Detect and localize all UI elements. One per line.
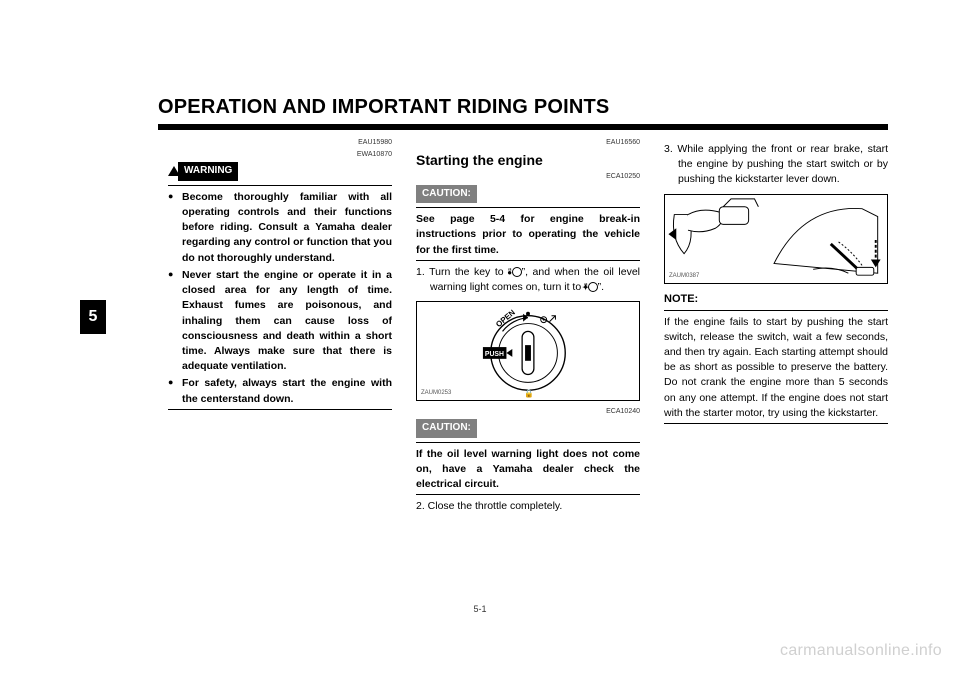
caution-label: CAUTION: <box>416 419 477 438</box>
note-label: NOTE: <box>664 293 698 305</box>
divider <box>416 207 640 208</box>
step-3: 3. While applying the front or rear brak… <box>664 142 888 188</box>
divider <box>416 494 640 495</box>
column-2: EAU16560 Starting the engine ECA10250 CA… <box>416 138 640 519</box>
bullet-item: Never start the engine or operate it in … <box>168 268 392 375</box>
warning-header: WARNING <box>168 162 392 183</box>
divider <box>664 423 888 424</box>
caution-label: CAUTION: <box>416 185 477 204</box>
warning-label: WARNING <box>178 162 238 181</box>
key-run-icon: ✦ <box>588 282 598 292</box>
key-switch-svg: OPEN PUSH ✦ 🔒 <box>417 302 639 400</box>
bullet-item: Become thoroughly familiar with all oper… <box>168 190 392 266</box>
illustration-caption: ZAUM0387 <box>669 272 699 281</box>
divider <box>416 442 640 443</box>
caution-text: If the oil level warning light does not … <box>416 447 640 493</box>
divider <box>168 409 392 410</box>
kickstarter-svg <box>665 195 887 283</box>
illustration-caption: ZAUM0253 <box>421 389 451 398</box>
step-2: 2. Close the throttle completely. <box>416 499 640 514</box>
ref-code: EWA10870 <box>168 150 392 160</box>
ref-code: EAU16560 <box>416 138 640 148</box>
subheading-starting-engine: Starting the engine <box>416 150 640 170</box>
divider <box>416 260 640 261</box>
ref-code: ECA10250 <box>416 172 640 182</box>
svg-text:✦: ✦ <box>542 318 546 324</box>
key-switch-illustration: OPEN PUSH ✦ 🔒 ZAUM0253 <box>416 301 640 401</box>
watermark: carmanualsonline.info <box>780 642 942 660</box>
divider <box>664 310 888 311</box>
section-title: OPERATION AND IMPORTANT RIDING POINTS <box>158 96 888 119</box>
page-number: 5-1 <box>0 604 960 614</box>
divider <box>168 185 392 186</box>
column-3: 3. While applying the front or rear brak… <box>664 138 888 519</box>
ref-code: EAU15980 <box>168 138 392 148</box>
rule-thick-2 <box>158 127 888 130</box>
lock-icon: 🔒 <box>524 389 534 398</box>
key-on-dot-icon: ● <box>512 267 522 277</box>
step-1-text-c: ”. <box>598 281 604 293</box>
content-columns: EAU15980 EWA10870 WARNING Become thoroug… <box>168 138 888 519</box>
push-label: PUSH <box>485 351 504 358</box>
note-body: If the engine fails to start by pushing … <box>664 315 888 422</box>
step-1: 1. Turn the key to “●”, and when the oil… <box>416 265 640 295</box>
note-block: NOTE: If the engine fails to start by pu… <box>664 292 888 424</box>
caution-text: See page 5-4 for engine break-in instruc… <box>416 212 640 258</box>
manual-page: OPERATION AND IMPORTANT RIDING POINTS 5 … <box>0 0 960 678</box>
ref-code: ECA10240 <box>416 407 640 417</box>
warning-bullets: Become thoroughly familiar with all oper… <box>168 190 392 407</box>
kickstarter-illustration: ZAUM0387 <box>664 194 888 284</box>
warning-triangle-icon <box>168 166 180 176</box>
column-1: EAU15980 EWA10870 WARNING Become thoroug… <box>168 138 392 519</box>
chapter-tab: 5 <box>80 300 106 334</box>
step-1-text-a: 1. Turn the key to “ <box>416 266 512 278</box>
bullet-item: For safety, always start the engine with… <box>168 376 392 406</box>
